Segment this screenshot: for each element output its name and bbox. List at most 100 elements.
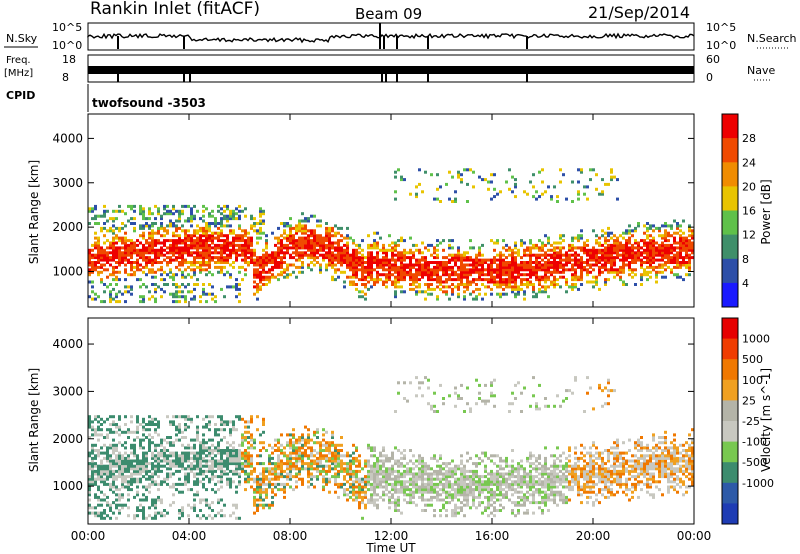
echo-cell — [208, 229, 211, 233]
echo-cell — [211, 464, 214, 468]
echo-cell — [124, 446, 127, 450]
echo-cell — [415, 477, 418, 481]
echo-cell — [637, 222, 640, 225]
echo-cell — [97, 243, 100, 247]
echo-cell — [643, 251, 646, 255]
echo-cell — [172, 459, 175, 463]
echo-cell — [499, 285, 502, 289]
echo-cell — [106, 467, 109, 471]
echo-cell — [541, 248, 544, 252]
echo-cell — [367, 459, 370, 463]
echo-cell — [145, 488, 148, 492]
echo-cell — [310, 231, 313, 235]
echo-cell — [415, 263, 418, 267]
echo-cell — [415, 278, 418, 282]
echo-cell — [325, 246, 328, 250]
echo-cell — [298, 456, 301, 460]
echo-cell — [601, 178, 604, 182]
echo-cell — [652, 246, 655, 250]
echo-cell — [163, 438, 166, 442]
echo-cell — [379, 261, 382, 264]
echo-cell — [229, 275, 232, 279]
echo-cell — [190, 241, 193, 245]
echo-cell — [376, 462, 379, 466]
echo-cell — [442, 290, 445, 294]
echo-cell — [562, 265, 565, 269]
echo-cell — [640, 261, 643, 264]
echo-cell — [118, 251, 121, 255]
echo-cell — [124, 467, 127, 471]
echo-cell — [118, 209, 121, 213]
echo-cell — [523, 283, 526, 286]
echo-cell — [223, 217, 226, 221]
echo-cell — [310, 229, 313, 233]
echo-cell — [502, 273, 505, 277]
echo-cell — [115, 459, 118, 463]
echo-cell — [487, 180, 490, 184]
echo-cell — [94, 430, 97, 434]
echo-cell — [409, 467, 412, 471]
echo-cell — [433, 246, 436, 250]
echo-cell — [175, 258, 178, 262]
echo-cell — [370, 270, 373, 274]
echo-cell — [235, 212, 238, 216]
echo-cell — [124, 459, 127, 463]
echo-cell — [679, 236, 682, 240]
echo-cell — [280, 443, 283, 447]
echo-cell — [400, 475, 403, 479]
echo-cell — [139, 441, 142, 445]
echo-cell — [160, 295, 163, 299]
echo-cell — [385, 256, 388, 260]
echo-cell — [226, 246, 229, 250]
echo-cell — [580, 268, 583, 272]
echo-cell — [502, 263, 505, 267]
echo-cell — [433, 251, 436, 255]
echo-cell — [130, 207, 133, 211]
echo-cell — [196, 462, 199, 466]
echo-cell — [394, 469, 397, 473]
echo-cell — [214, 224, 217, 228]
echo-cell — [250, 258, 253, 262]
echo-cell — [607, 256, 610, 260]
echo-cell — [259, 498, 262, 502]
echo-cell — [358, 290, 361, 294]
echo-cell — [532, 195, 535, 199]
echo-cell — [358, 261, 361, 264]
echo-cell — [355, 265, 358, 269]
echo-cell — [460, 173, 463, 177]
echo-cell — [166, 462, 169, 466]
echo-cell — [418, 265, 421, 269]
echo-cell — [676, 253, 679, 257]
echo-cell — [205, 469, 208, 473]
echo-cell — [319, 459, 322, 463]
echo-cell — [316, 459, 319, 463]
echo-cell — [634, 283, 637, 286]
echo-cell — [625, 258, 628, 262]
echo-cell — [463, 297, 466, 301]
echo-cell — [445, 280, 448, 284]
echo-cell — [451, 273, 454, 277]
echo-cell — [202, 248, 205, 252]
echo-cell — [94, 506, 97, 510]
echo-cell — [355, 270, 358, 274]
echo-cell — [358, 246, 361, 250]
echo-cell — [109, 295, 112, 299]
echo-cell — [238, 283, 241, 286]
echo-cell — [382, 480, 385, 484]
echo-cell — [550, 263, 553, 267]
echo-cell — [307, 475, 310, 479]
echo-cell — [373, 278, 376, 282]
echo-cell — [97, 449, 100, 452]
echo-cell — [352, 261, 355, 264]
echo-cell — [499, 295, 502, 299]
echo-cell — [418, 459, 421, 463]
echo-cell — [253, 224, 256, 228]
echo-cell — [193, 509, 196, 512]
echo-cell — [166, 261, 169, 264]
echo-cell — [142, 498, 145, 502]
echo-cell — [403, 251, 406, 255]
echo-cell — [580, 236, 583, 240]
echo-cell — [643, 268, 646, 272]
echo-cell — [523, 253, 526, 257]
echo-cell — [160, 224, 163, 228]
